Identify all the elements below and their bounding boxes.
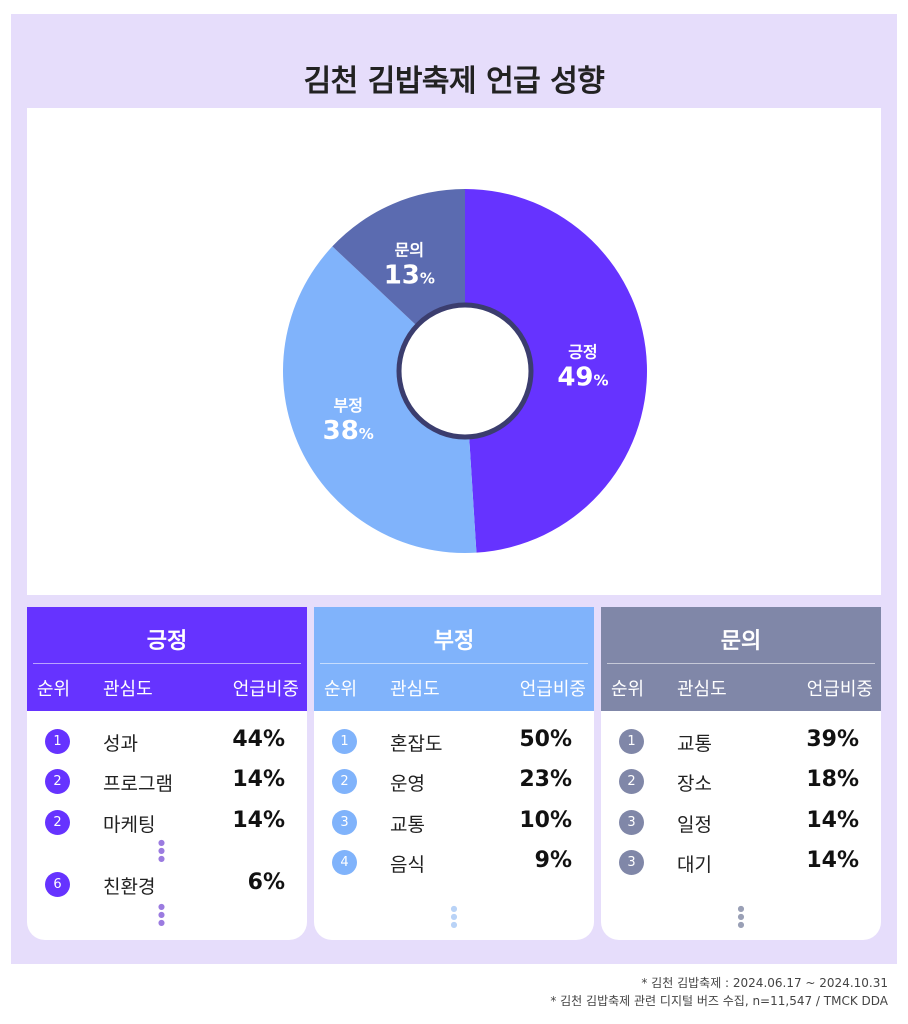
col-share-header: 언급비중 [806,679,873,700]
topic-label: 성과 [103,733,138,755]
footnote-source: * 김천 김밥축제 관련 디지털 버즈 수집, n=11,547 / TMCK … [550,994,888,1008]
col-rank-header: 순위 [324,679,358,700]
panel-title: 부정 [433,629,475,654]
table-row: 6 친환경 6% [27,869,307,899]
topic-label: 일정 [677,814,712,836]
table-row: 2 마케팅 14% [27,807,307,837]
topic-label: 음식 [390,854,425,876]
share-value: 14% [806,808,859,833]
donut-hole [396,302,534,440]
page-title: 김천 김밥축제 언급 성향 [303,64,605,99]
slice-label: 긍정 [568,342,597,361]
panel-inquiry: 문의 순위 관심도 언급비중 1 교통 39% 2 장소 18% 3 일정 14… [601,607,881,940]
rank-badge: 2 [619,769,644,794]
slice-value: 38% [323,416,374,446]
col-topic-header: 관심도 [390,679,440,700]
share-value: 14% [232,767,285,792]
topic-label: 프로그램 [103,773,173,795]
topic-label: 교통 [390,814,425,836]
col-topic-header: 관심도 [677,679,727,700]
infographic-frame: 김천 김밥축제 언급 성향 긍정 49% 부정 38% 문의 13% 긍정 순위 관심도 … [11,14,897,964]
rank-badge: 6 [45,872,70,897]
topic-label: 친환경 [103,876,156,898]
header-divider [607,663,875,664]
col-share-header: 언급비중 [519,679,586,700]
share-value: 44% [232,727,285,752]
slice-value: 49% [557,362,608,392]
rank-badge: 1 [619,729,644,754]
share-value: 14% [232,808,285,833]
table-row: 2 운영 23% [314,766,594,796]
share-value: 50% [519,727,572,752]
donut-slice-3 [332,189,465,326]
table-row: 2 장소 18% [601,766,881,796]
rank-badge: 1 [45,729,70,754]
slice-label: 문의 [395,240,424,259]
rank-badge: 2 [332,769,357,794]
rank-badge: 3 [332,810,357,835]
topic-label: 장소 [677,773,712,795]
table-row: 4 음식 9% [314,847,594,877]
panel-positive-header: 긍정 순위 관심도 언급비중 [27,607,307,711]
rank-badge: 3 [619,810,644,835]
rank-badge: 2 [45,769,70,794]
more-dots-icon: ● ● ● [158,838,165,863]
topic-label: 마케팅 [103,814,156,836]
share-value: 9% [534,848,572,873]
topic-label: 운영 [390,773,425,795]
rank-badge: 1 [332,729,357,754]
share-value: 10% [519,808,572,833]
slice-label: 부정 [334,396,363,415]
header-divider [33,663,301,664]
table-row: 3 교통 10% [314,807,594,837]
panel-inquiry-header: 문의 순위 관심도 언급비중 [601,607,881,711]
topic-label: 교통 [677,733,712,755]
share-value: 18% [806,767,859,792]
panel-positive: 긍정 순위 관심도 언급비중 1 성과 44% 2 프로그램 14% 2 마케팅… [27,607,307,940]
slice-value: 13% [384,260,435,290]
header-divider [320,663,588,664]
col-share-header: 언급비중 [232,679,299,700]
panel-title: 문의 [720,629,762,654]
footnote-period: * 김천 김밥축제 : 2024.06.17 ~ 2024.10.31 [641,976,888,990]
rank-badge: 3 [619,850,644,875]
donut-slice-2 [283,246,477,554]
topic-label: 혼잡도 [390,733,443,755]
rank-badge: 4 [332,850,357,875]
rank-badge: 2 [45,810,70,835]
share-value: 6% [247,870,285,895]
more-dots-icon: ● ● ● [450,904,458,929]
donut-slice-1 [465,189,648,553]
col-rank-header: 순위 [611,679,645,700]
share-value: 39% [806,727,859,752]
more-dots-icon: ● ● ● [158,902,165,927]
panel-title: 긍정 [146,629,188,654]
share-value: 14% [806,848,859,873]
col-rank-header: 순위 [37,679,71,700]
table-row: 1 성과 44% [27,726,307,756]
more-dots-icon: ● ● ● [737,904,745,929]
panel-negative-header: 부정 순위 관심도 언급비중 [314,607,594,711]
table-row: 1 교통 39% [601,726,881,756]
table-row: 3 대기 14% [601,847,881,877]
share-value: 23% [519,767,572,792]
table-row: 2 프로그램 14% [27,766,307,796]
donut-chart-card: 긍정 49% 부정 38% 문의 13% [27,108,881,595]
panel-negative: 부정 순위 관심도 언급비중 1 혼잡도 50% 2 운영 23% 3 교통 1… [314,607,594,940]
table-row: 1 혼잡도 50% [314,726,594,756]
table-row: 3 일정 14% [601,807,881,837]
topic-label: 대기 [677,854,712,876]
col-topic-header: 관심도 [103,679,153,700]
